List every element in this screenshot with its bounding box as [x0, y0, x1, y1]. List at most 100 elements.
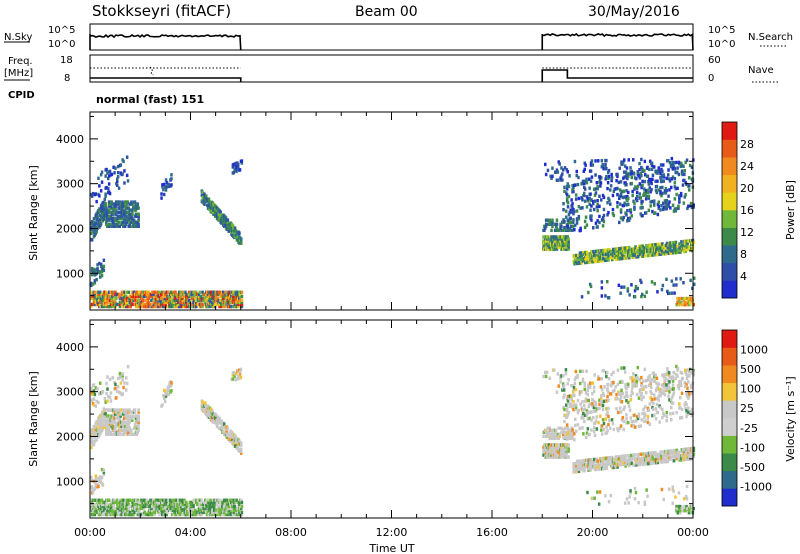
echo-cell	[105, 381, 108, 386]
echo-cell	[151, 510, 154, 515]
echo-cell	[227, 294, 230, 299]
echo-cell	[116, 175, 120, 179]
echo-cell	[225, 292, 228, 297]
echo-cell	[593, 457, 596, 462]
echo-cell	[645, 378, 649, 383]
echo-cell	[188, 500, 192, 505]
echo-cell	[551, 224, 554, 228]
echo-cell	[100, 476, 104, 480]
echo-cell	[193, 500, 196, 505]
echo-cell	[151, 506, 154, 511]
echo-cell	[103, 209, 106, 214]
echo-cell	[204, 502, 208, 507]
echo-cell	[588, 402, 591, 406]
echo-cell	[613, 463, 617, 467]
echo-cell	[114, 224, 117, 228]
echo-cell	[607, 168, 611, 173]
echo-cell	[581, 206, 584, 210]
echo-cell	[107, 426, 111, 430]
echo-cell	[619, 253, 622, 257]
echo-cell	[630, 247, 634, 251]
echo-cell	[240, 500, 244, 505]
echo-cell	[573, 470, 576, 474]
echo-cell	[210, 294, 213, 299]
echo-cell	[114, 422, 118, 426]
echo-cell	[223, 432, 226, 436]
echo-cell	[185, 300, 188, 305]
echo-cell	[110, 212, 113, 216]
echo-cell	[670, 243, 673, 247]
echo-cell	[598, 398, 601, 402]
echo-cell	[683, 178, 686, 183]
echo-cell	[554, 445, 558, 449]
echo-cell	[143, 510, 147, 515]
echo-cell	[137, 420, 140, 424]
echo-cell	[225, 498, 228, 502]
echo-cell	[662, 179, 665, 183]
echo-cell	[605, 431, 608, 435]
echo-cell	[578, 255, 582, 259]
echo-cell	[201, 304, 204, 309]
echo-cell	[673, 185, 677, 189]
echo-cell	[635, 392, 639, 397]
echo-cell	[627, 158, 630, 162]
echo-cell	[669, 457, 672, 461]
echo-cell	[588, 260, 592, 264]
echo-cell	[152, 292, 156, 297]
echo-cell	[177, 500, 181, 505]
echo-cell	[566, 205, 570, 209]
echo-cell	[663, 454, 667, 458]
echo-cell	[590, 198, 593, 202]
echo-cell	[596, 186, 599, 191]
echo-cell	[105, 290, 108, 294]
echo-cell	[640, 202, 643, 206]
echo-cell	[616, 201, 619, 205]
echo-cell	[565, 415, 569, 419]
echo-cell	[203, 500, 206, 505]
echo-cell	[628, 455, 631, 460]
echo-cell	[582, 463, 585, 467]
echo-cell	[630, 181, 633, 186]
echo-cell	[139, 294, 142, 299]
echo-cell	[234, 292, 237, 297]
echo-cell	[207, 197, 211, 201]
echo-cell	[619, 459, 622, 463]
echo-cell	[590, 458, 593, 462]
echo-cell	[126, 179, 130, 183]
echo-cell	[570, 394, 573, 398]
echo-cell	[672, 209, 676, 213]
echo-cell	[167, 290, 170, 294]
echo-cell	[121, 216, 124, 220]
echo-cell	[181, 290, 184, 294]
echo-cell	[632, 455, 635, 459]
echo-cell	[607, 422, 610, 427]
echo-cell	[560, 237, 563, 241]
echo-cell	[158, 508, 161, 513]
echo-cell	[682, 455, 686, 460]
echo-cell	[125, 512, 128, 517]
echo-cell	[660, 458, 663, 462]
echo-cell	[113, 432, 116, 436]
echo-cell	[562, 208, 565, 212]
echo-cell	[240, 449, 243, 453]
station-title: Stokkseyri (fitACF)	[92, 2, 231, 20]
echo-cell	[167, 184, 170, 189]
echo-cell	[668, 455, 671, 459]
echo-cell	[655, 244, 658, 249]
echo-cell	[621, 250, 625, 255]
echo-cell	[650, 247, 653, 251]
echo-cell	[576, 182, 580, 187]
echo-cell	[134, 294, 138, 299]
echo-cell	[100, 467, 104, 472]
echo-cell	[237, 304, 240, 309]
echo-cell	[132, 426, 136, 430]
echo-cell	[162, 187, 165, 192]
echo-cell	[125, 510, 128, 515]
echo-cell	[682, 457, 686, 462]
echo-cell	[607, 296, 611, 300]
echo-cell	[602, 460, 605, 465]
echo-cell	[553, 243, 557, 247]
echo-cell	[93, 296, 97, 301]
echo-cell	[229, 225, 232, 229]
echo-cell	[623, 158, 626, 162]
